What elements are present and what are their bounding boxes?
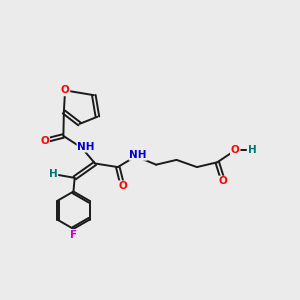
Text: O: O xyxy=(118,181,127,191)
Text: O: O xyxy=(61,85,69,95)
Text: O: O xyxy=(40,136,49,146)
Text: NH: NH xyxy=(129,150,147,160)
Text: O: O xyxy=(231,145,240,155)
Text: F: F xyxy=(70,230,77,240)
Text: H: H xyxy=(49,169,58,179)
Text: NH: NH xyxy=(77,142,95,152)
Text: O: O xyxy=(219,176,228,187)
Text: H: H xyxy=(248,145,256,155)
